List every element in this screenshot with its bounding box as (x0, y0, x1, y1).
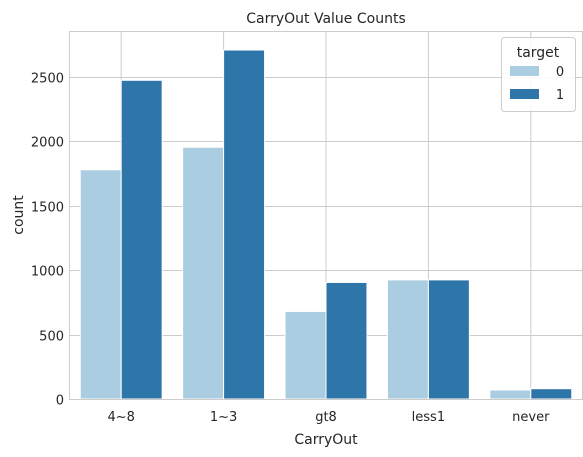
y-tick-label: 500 (39, 330, 64, 345)
y-axis-label: count (11, 195, 27, 235)
bar-gt8-series-1 (325, 281, 368, 400)
y-tick-label: 1000 (31, 265, 64, 280)
bar-gt8-series-0 (284, 310, 327, 400)
bar-less1-series-0 (386, 279, 429, 400)
x-tick-label: less1 (412, 410, 445, 425)
x-tick-label: 4~8 (107, 410, 134, 425)
legend-swatch-1 (510, 89, 539, 99)
y-tick-label: 1500 (31, 201, 64, 216)
bar-4~8-series-0 (79, 169, 122, 400)
x-axis-label: CarryOut (294, 432, 358, 448)
legend-label-0: 0 (556, 65, 564, 80)
y-tick-label: 2500 (31, 72, 64, 87)
y-tick-labels: 0 500 1000 1500 2000 2500 (31, 72, 64, 409)
legend: target 0 1 (501, 37, 576, 112)
x-tick-label: 1~3 (210, 410, 237, 425)
x-tick-label: gt8 (315, 410, 337, 425)
bar-never-series-1 (530, 388, 573, 400)
y-tick-label: 0 (56, 394, 64, 409)
bar-4~8-series-1 (120, 79, 163, 400)
bar-1~3-series-0 (182, 146, 225, 400)
bars (79, 49, 573, 400)
x-tick-label: never (512, 410, 550, 425)
y-tick-label: 2000 (31, 136, 64, 151)
legend-label-1: 1 (556, 88, 564, 103)
bar-never-series-0 (489, 389, 532, 400)
chart-title: CarryOut Value Counts (246, 11, 406, 27)
bar-1~3-series-1 (223, 49, 266, 400)
legend-title: target (517, 45, 560, 61)
legend-swatch-0 (510, 66, 539, 76)
bar-less1-series-1 (427, 279, 470, 400)
x-tick-labels: 4~8 1~3 gt8 less1 never (107, 410, 550, 425)
